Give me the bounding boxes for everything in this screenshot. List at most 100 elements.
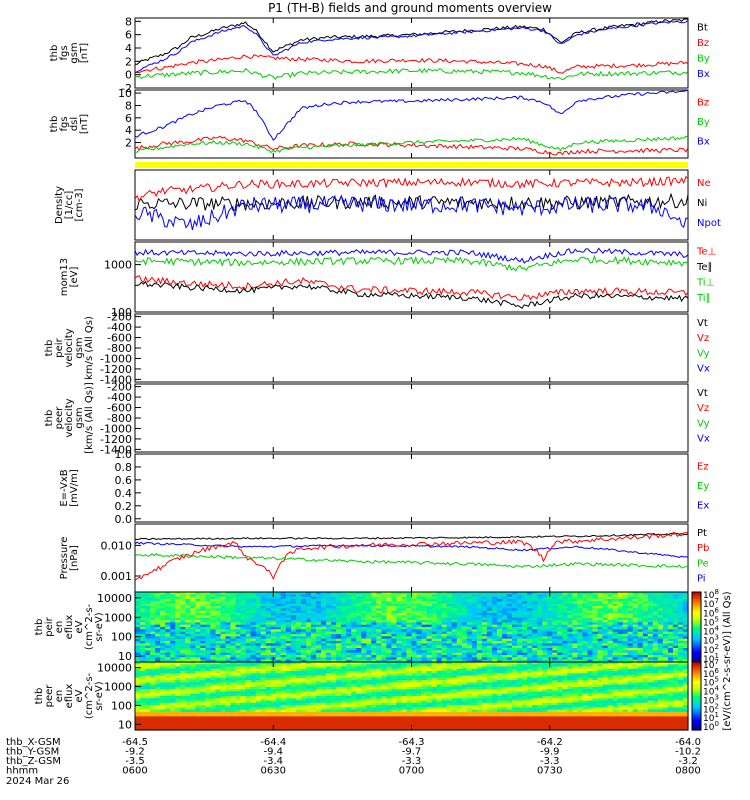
spectrogram-cell [436,641,443,644]
spectrogram-cell [587,615,594,619]
spectrogram-cell [310,629,317,633]
spectrogram-cell [597,664,604,668]
spectrogram-cell [300,659,307,663]
spectrogram-cell [170,629,176,633]
spectrogram-cell [356,686,362,690]
spectrogram-cell [582,606,589,609]
spectrogram-cell [135,629,141,633]
spectrogram-cell [481,657,488,661]
legend-Te∥: Te∥ [696,262,713,273]
spectrogram-cell [441,682,448,686]
spectrogram-cell [300,677,307,681]
spectrogram-cell [230,668,237,672]
spectrogram-cell [512,615,518,619]
spectrogram-cell [617,648,624,651]
spectrogram-cell [290,631,297,635]
spectrogram-cell [476,675,483,679]
spectrogram-cell [336,615,342,619]
spectrogram-cell [150,601,156,605]
spectrogram-cell [627,634,634,637]
spectrogram-cell [215,608,222,612]
spectrogram-cell [165,645,171,649]
spectrogram-cell [481,592,488,595]
spectrogram-cell [260,643,267,647]
spectrogram-cell [582,686,589,690]
spectrogram-cell [421,631,428,635]
spectrogram-cell [230,620,237,623]
spectrogram-cell [677,613,684,616]
spectrogram-cell [441,641,448,644]
spectrogram-cell [245,636,252,640]
spectrogram-cell [537,613,543,616]
spectrogram-cell [662,629,669,633]
spectrogram-cell [486,624,493,628]
spectrogram-cell [185,636,191,640]
y-tick-label: -1200 [100,363,132,376]
spectrogram-cell [275,631,282,635]
spectrogram-cell [577,606,584,609]
spectrogram-cell [250,671,257,674]
spectrogram-cell [426,596,433,600]
spectrogram-cell [602,622,609,626]
spectrogram-cell [255,617,262,621]
spectrogram-cell [361,659,367,663]
spectrogram-cell [215,673,222,677]
spectrogram-cell [381,641,387,644]
spectrogram-cell [145,613,151,616]
spectrogram-cell [602,650,609,654]
spectrogram-cell [305,662,312,665]
spectrogram-cell [652,664,659,668]
spectrogram-cell [356,624,362,628]
spectrogram-cell [155,684,161,688]
spectrogram-cell [135,636,141,640]
spectrogram-cell [562,638,568,642]
spectrogram-cell [235,606,242,609]
spectrogram-cell [612,675,619,679]
spectrogram-cell [290,627,297,630]
spectrogram-cell [341,657,347,661]
spectrogram-cell [381,624,387,628]
spectrogram-cell [527,596,533,600]
spectrogram-cell [527,631,533,635]
spectrogram-cell [557,629,563,633]
spectrogram-cell [315,615,322,619]
spectrogram-cell [622,606,629,609]
spectrogram-cell [150,627,156,630]
spectrogram-cell [331,608,337,612]
spectrogram-cell [396,659,403,663]
spectrogram-cell [456,673,463,677]
spectrogram-cell [381,638,387,642]
spectrogram-cell [240,662,247,665]
spectrogram-cell [215,599,222,602]
spectrogram-cell [642,615,649,619]
spectrogram-cell [461,620,468,623]
spectrogram-cell [391,675,398,679]
spectrogram-cell [200,659,206,663]
spectrogram-cell [230,624,237,628]
spectrogram-cell [456,655,463,658]
spectrogram-cell [255,629,262,633]
spectrogram-cell [466,631,473,635]
spectrogram-cell [386,680,392,683]
spectrogram-cell [602,596,609,600]
spectrogram-cell [441,652,448,656]
spectrogram-cell [582,668,589,672]
spectrogram-cell [607,686,614,690]
spectrogram-cell [577,631,584,635]
spectrogram-cell [632,629,639,633]
spectrogram-cell [240,634,247,637]
spectrogram-cell [682,664,689,668]
spectrogram-cell [522,631,528,635]
spectrogram-cell [512,657,518,661]
spectrogram-cell [150,610,156,614]
spectrogram-cell [376,677,382,681]
spectrogram-cell [431,622,438,626]
spectrogram-cell [406,684,413,688]
spectrogram-cell [542,686,548,690]
spectrogram-cell [451,624,458,628]
spectrogram-cell [542,599,548,602]
spectrogram-cell [315,592,322,595]
spectrogram-cell [391,627,398,630]
spectrogram-cell [220,643,227,647]
spectrogram-cell [517,655,523,658]
